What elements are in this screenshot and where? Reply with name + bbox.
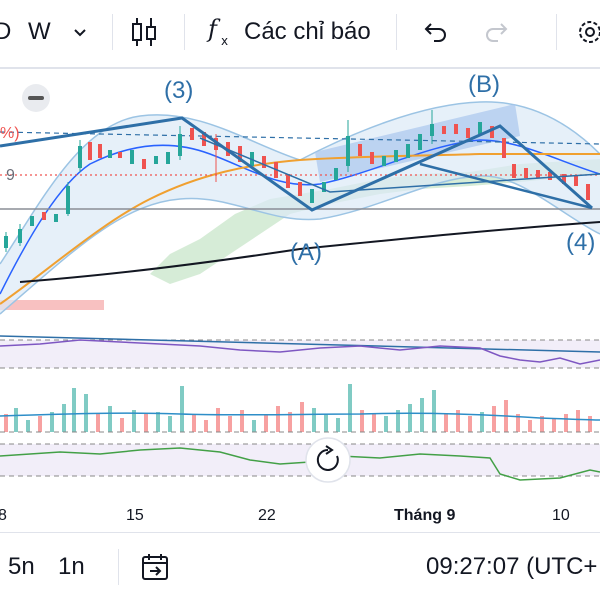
toolbar-divider	[396, 14, 397, 50]
cloud-red-patch	[0, 300, 104, 310]
indicators-button[interactable]: f x Các chỉ báo	[206, 0, 371, 64]
wave-label-b: (B)	[468, 71, 500, 98]
minus-icon	[28, 96, 44, 100]
x-label-22: 22	[258, 507, 276, 524]
collapse-button[interactable]	[22, 84, 50, 112]
chart-canvas[interactable]: (3) (B) (A) (4) %) 9	[0, 64, 600, 530]
range-5n-label: 5n	[8, 553, 35, 580]
volume-bars	[4, 384, 592, 432]
ma-slow	[19, 221, 600, 283]
price-label-9: 9	[6, 167, 15, 184]
price-label-partial: %)	[0, 125, 20, 142]
top-toolbar: D W f x Các chỉ báo	[0, 0, 600, 64]
redo-button[interactable]	[484, 0, 510, 64]
fx-icon: f x	[206, 15, 228, 48]
x-label-month9: Tháng 9	[394, 507, 455, 524]
x-label-8: 8	[0, 507, 7, 524]
dashed-level-line	[0, 131, 600, 145]
candlestick-icon	[132, 18, 156, 46]
wave-line	[0, 116, 593, 212]
settings-button[interactable]	[574, 0, 600, 64]
range-1n-label: 1n	[58, 553, 85, 580]
toolbar-divider	[184, 14, 185, 50]
range-1n-button[interactable]: 1n	[58, 533, 85, 601]
undo-icon	[424, 23, 446, 42]
x-label-10: 10	[552, 507, 570, 524]
toolbar-divider	[112, 14, 113, 50]
timeframe-partial[interactable]: D	[0, 0, 11, 64]
rsi-trendline	[0, 335, 600, 353]
svg-text:x: x	[221, 34, 228, 48]
timeframe-label: D	[0, 18, 12, 45]
interval-label: W	[28, 18, 51, 45]
wave-trend	[419, 162, 593, 210]
wave-label-4: (4)	[566, 229, 595, 256]
svg-text:f: f	[206, 15, 221, 43]
refresh-icon	[316, 445, 339, 471]
indicators-label: Các chỉ báo	[244, 18, 371, 45]
wave-channel	[199, 137, 600, 193]
redo-icon	[486, 23, 508, 42]
correction-zone	[315, 104, 520, 182]
x-label-15: 15	[126, 507, 144, 524]
interval-dropdown[interactable]	[72, 0, 88, 64]
undo-button[interactable]	[422, 0, 448, 64]
bottom-divider	[118, 549, 119, 585]
toolbar-divider	[556, 14, 557, 50]
volume-ma	[0, 412, 600, 421]
chevron-down-icon	[74, 29, 86, 37]
osc-band	[0, 444, 600, 476]
settings-icon	[579, 21, 600, 43]
chart-type-button[interactable]	[130, 0, 158, 64]
reset-chart-button[interactable]	[305, 437, 351, 483]
range-5n-button[interactable]: 5n	[8, 533, 35, 601]
goto-date-button[interactable]	[140, 533, 172, 601]
wave-label-a: (A)	[290, 239, 322, 266]
goto-date-icon	[142, 554, 168, 580]
wave-label-3: (3)	[164, 77, 193, 104]
ma-mid	[0, 152, 600, 305]
bottom-toolbar: 5n 1n 09:27:07 (UTC+	[0, 532, 600, 601]
interval-button[interactable]: W	[28, 0, 51, 64]
rsi-line	[0, 339, 600, 365]
timezone-button[interactable]: 09:27:07 (UTC+	[426, 533, 597, 601]
time-label: 09:27:07 (UTC+	[426, 553, 598, 580]
